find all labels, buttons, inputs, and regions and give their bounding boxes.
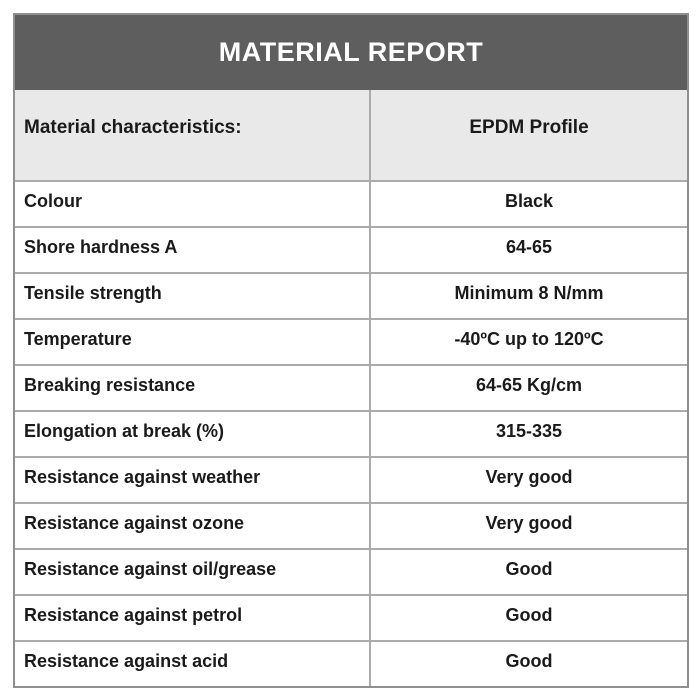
row-label: Temperature — [24, 329, 132, 349]
table-row: Resistance against oil/grease Good — [15, 548, 687, 594]
material-report-table: MATERIAL REPORT Material characteristics… — [13, 13, 689, 688]
table-row: Resistance against acid Good — [15, 640, 687, 686]
row-label: Tensile strength — [24, 283, 162, 303]
table-row: Colour Black — [15, 180, 687, 226]
row-value: Black — [369, 182, 687, 226]
row-label: Breaking resistance — [24, 375, 196, 395]
table-row: Shore hardness A 64-65 — [15, 226, 687, 272]
row-label: Resistance against ozone — [24, 513, 245, 533]
table-row: Tensile strength Minimum 8 N/mm — [15, 272, 687, 318]
row-label: Resistance against acid — [24, 651, 229, 671]
row-label: Shore hardness A — [24, 237, 178, 257]
row-value: Very good — [369, 504, 687, 548]
row-value: 315-335 — [369, 412, 687, 456]
report-title-band: MATERIAL REPORT — [15, 15, 687, 90]
characteristics-column-header: Material characteristics: — [24, 117, 242, 138]
row-value: Minimum 8 N/mm — [369, 274, 687, 318]
row-value: Good — [369, 596, 687, 640]
row-label: Resistance against petrol — [24, 605, 243, 625]
table-row: Temperature -40ºC up to 120ºC — [15, 318, 687, 364]
row-label: Elongation at break (%) — [24, 421, 225, 441]
report-title: MATERIAL REPORT — [218, 37, 484, 67]
table-row: Resistance against weather Very good — [15, 456, 687, 502]
row-value: Good — [369, 642, 687, 686]
row-value: Good — [369, 550, 687, 594]
row-value: 64-65 — [369, 228, 687, 272]
row-label: Resistance against oil/grease — [24, 559, 277, 579]
row-value: -40ºC up to 120ºC — [369, 320, 687, 364]
row-value: Very good — [369, 458, 687, 502]
table-row: Resistance against ozone Very good — [15, 502, 687, 548]
table-row: Resistance against petrol Good — [15, 594, 687, 640]
row-value: 64-65 Kg/cm — [369, 366, 687, 410]
profile-column-header: EPDM Profile — [369, 90, 687, 180]
table-header-row: Material characteristics: EPDM Profile — [15, 90, 687, 180]
row-label: Resistance against weather — [24, 467, 261, 487]
row-label: Colour — [24, 191, 82, 211]
table-row: Elongation at break (%) 315-335 — [15, 410, 687, 456]
table-row: Breaking resistance 64-65 Kg/cm — [15, 364, 687, 410]
